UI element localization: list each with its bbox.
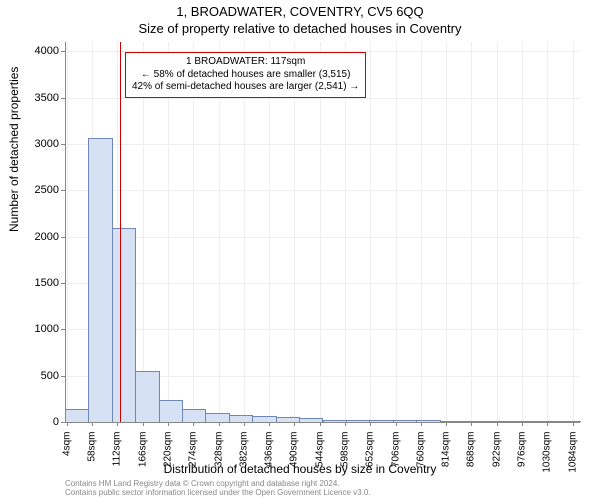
grid-line-v [269, 42, 270, 422]
grid-line-v [522, 42, 523, 422]
histogram-bar [88, 138, 112, 422]
y-tick-label: 2000 [35, 231, 59, 243]
y-axis-label: Number of detached properties [7, 67, 21, 232]
histogram-bar [135, 371, 159, 422]
histogram-bar [65, 409, 89, 422]
grid-line-v [168, 42, 169, 422]
y-tick-label: 2500 [35, 184, 59, 196]
grid-line-v [345, 42, 346, 422]
y-tick-label: 1500 [35, 277, 59, 289]
annotation-line1: 1 BROADWATER: 117sqm [132, 56, 359, 69]
grid-line-v [320, 42, 321, 422]
chart-title-block: 1, BROADWATER, COVENTRY, CV5 6QQ Size of… [0, 0, 600, 36]
chart-title-address: 1, BROADWATER, COVENTRY, CV5 6QQ [0, 4, 600, 19]
grid-line-v [67, 42, 68, 422]
x-tick-label: 58sqm [87, 432, 98, 462]
grid-line-v [421, 42, 422, 422]
chart-plot-area: 050010001500200025003000350040004sqm58sq… [65, 42, 580, 422]
y-tick-label: 500 [41, 370, 59, 382]
histogram-bar [205, 413, 229, 422]
histogram-bar [159, 400, 183, 422]
footer-credits: Contains HM Land Registry data © Crown c… [65, 480, 371, 498]
y-tick-label: 4000 [35, 45, 59, 57]
x-axis-label: Distribution of detached houses by size … [0, 462, 600, 476]
grid-line-v [396, 42, 397, 422]
grid-line-v [143, 42, 144, 422]
grid-line-v [370, 42, 371, 422]
property-marker-line [120, 42, 121, 422]
grid-line-v [219, 42, 220, 422]
y-tick-label: 1000 [35, 323, 59, 335]
chart-title-desc: Size of property relative to detached ho… [0, 21, 600, 36]
histogram-bar [182, 409, 206, 422]
footer-line2: Contains public sector information licen… [65, 489, 371, 498]
histogram-bar [229, 415, 253, 422]
y-tick-label: 3000 [35, 138, 59, 150]
y-tick-label: 0 [53, 416, 59, 428]
grid-line-v [497, 42, 498, 422]
grid-line-v [193, 42, 194, 422]
annotation-line2: ← 58% of detached houses are smaller (3,… [132, 69, 359, 82]
grid-line-v [446, 42, 447, 422]
annotation-box: 1 BROADWATER: 117sqm← 58% of detached ho… [125, 52, 366, 98]
histogram-bar [112, 228, 136, 422]
y-axis-line [65, 42, 66, 422]
x-tick-label: 4sqm [61, 432, 72, 456]
grid-line-v [471, 42, 472, 422]
y-tick-label: 3500 [35, 92, 59, 104]
x-axis-line [65, 422, 580, 423]
grid-line-v [294, 42, 295, 422]
grid-line-v [547, 42, 548, 422]
grid-line-v [573, 42, 574, 422]
annotation-line3: 42% of semi-detached houses are larger (… [132, 81, 359, 94]
grid-line-v [244, 42, 245, 422]
